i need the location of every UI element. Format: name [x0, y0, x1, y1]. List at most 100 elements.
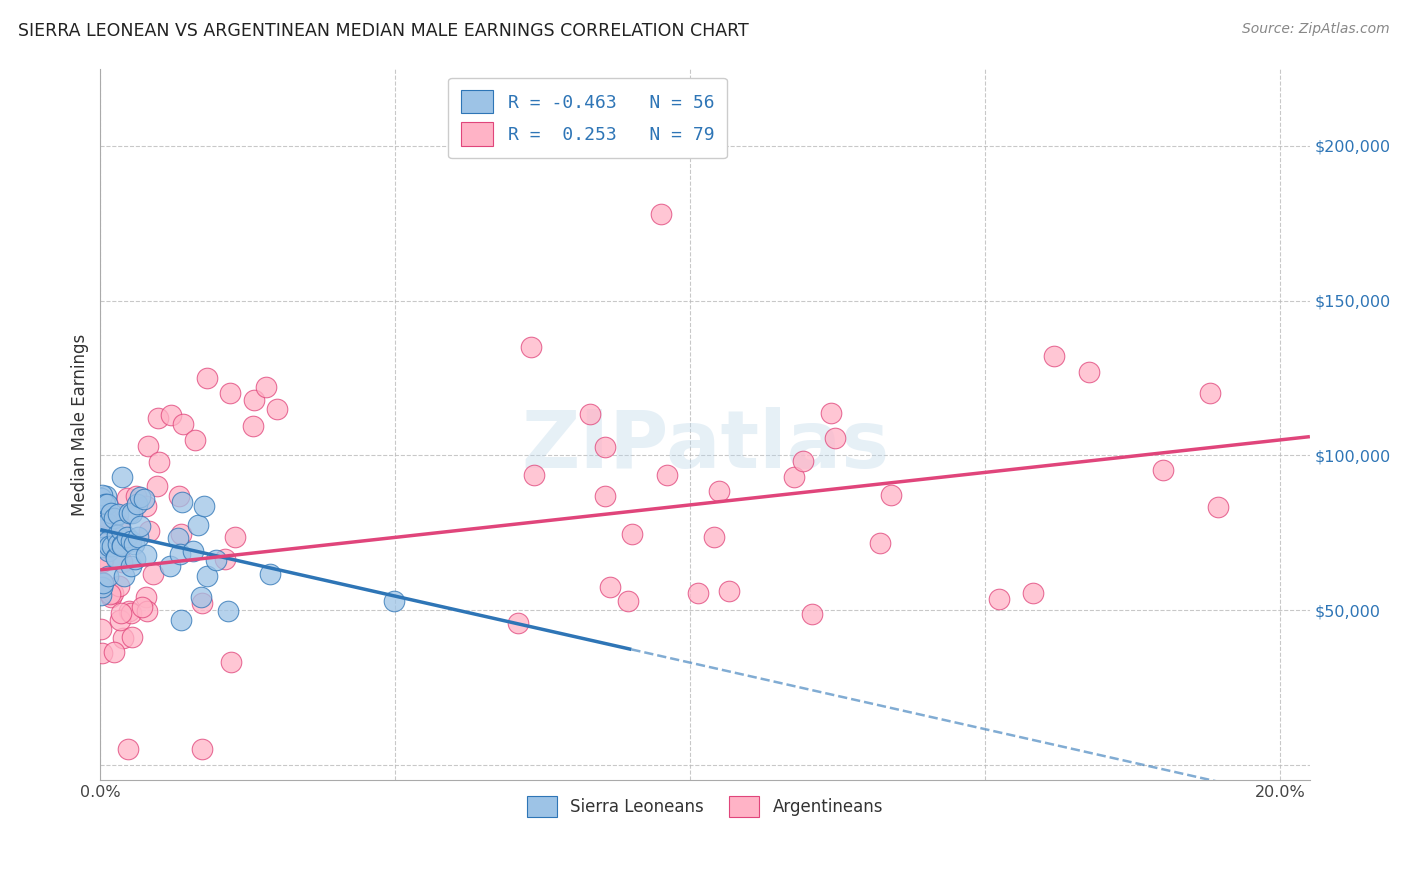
Point: [217, 604, 239, 618]
Point: [169, 547, 191, 561]
Point: [195, 569, 218, 583]
Point: [1206, 500, 1229, 514]
Point: [190, 596, 212, 610]
Point: [214, 551, 236, 566]
Point: [172, 417, 194, 432]
Point: [1198, 386, 1220, 401]
Point: [183, 544, 205, 558]
Point: [599, 580, 621, 594]
Point: [91, 576, 114, 591]
Point: [506, 615, 529, 630]
Point: [1078, 365, 1101, 379]
Point: [167, 489, 190, 503]
Point: [121, 506, 143, 520]
Point: [717, 583, 740, 598]
Point: [90, 512, 112, 526]
Point: [184, 433, 207, 447]
Point: [204, 553, 226, 567]
Point: [120, 606, 142, 620]
Point: [96, 516, 118, 530]
Point: [160, 408, 183, 422]
Point: [191, 742, 214, 756]
Point: [1043, 350, 1066, 364]
Point: [91, 575, 114, 590]
Point: [96, 497, 118, 511]
Point: [880, 488, 903, 502]
Point: [90, 520, 112, 534]
Point: [90, 623, 112, 637]
Point: [107, 508, 129, 522]
Point: [129, 491, 152, 505]
Y-axis label: Median Male Earnings: Median Male Earnings: [72, 334, 89, 516]
Point: [94, 498, 117, 512]
Point: [146, 479, 169, 493]
Point: [90, 491, 112, 505]
Point: [988, 592, 1011, 607]
Point: [187, 518, 209, 533]
Point: [259, 566, 281, 581]
Point: [266, 401, 288, 416]
Point: [108, 517, 131, 532]
Point: [125, 497, 148, 511]
Point: [108, 579, 131, 593]
Point: [112, 631, 135, 645]
Point: [100, 506, 122, 520]
Point: [703, 531, 725, 545]
Point: [128, 519, 150, 533]
Point: [170, 527, 193, 541]
Point: [104, 550, 127, 565]
Point: [709, 484, 731, 499]
Point: [115, 491, 138, 505]
Point: [103, 511, 125, 525]
Text: ZIPatlas: ZIPatlas: [522, 407, 889, 484]
Point: [91, 646, 114, 660]
Point: [1022, 586, 1045, 600]
Point: [117, 742, 139, 756]
Point: [121, 630, 143, 644]
Point: [94, 509, 117, 524]
Point: [107, 536, 129, 550]
Point: [578, 407, 600, 421]
Point: [110, 606, 132, 620]
Point: [254, 380, 277, 394]
Text: SIERRA LEONEAN VS ARGENTINEAN MEDIAN MALE EARNINGS CORRELATION CHART: SIERRA LEONEAN VS ARGENTINEAN MEDIAN MAL…: [18, 22, 749, 40]
Point: [148, 454, 170, 468]
Point: [138, 524, 160, 538]
Point: [91, 580, 114, 594]
Point: [120, 559, 142, 574]
Point: [122, 537, 145, 551]
Point: [135, 590, 157, 604]
Point: [170, 495, 193, 509]
Point: [97, 533, 120, 548]
Point: [98, 587, 121, 601]
Point: [621, 527, 644, 541]
Point: [523, 467, 546, 482]
Point: [127, 530, 149, 544]
Point: [97, 539, 120, 553]
Point: [120, 533, 142, 548]
Point: [190, 590, 212, 604]
Point: [792, 454, 814, 468]
Legend: Sierra Leoneans, Argentineans: Sierra Leoneans, Argentineans: [519, 788, 891, 825]
Point: [94, 537, 117, 551]
Point: [193, 499, 215, 513]
Point: [135, 548, 157, 562]
Point: [96, 489, 118, 503]
Point: [1152, 463, 1174, 477]
Point: [125, 489, 148, 503]
Point: [97, 543, 120, 558]
Text: Source: ZipAtlas.com: Source: ZipAtlas.com: [1241, 22, 1389, 37]
Point: [103, 585, 125, 599]
Point: [93, 540, 115, 554]
Point: [135, 500, 157, 514]
Point: [520, 340, 543, 354]
Point: [110, 524, 132, 538]
Point: [686, 586, 709, 600]
Point: [136, 439, 159, 453]
Point: [111, 556, 134, 570]
Point: [159, 559, 181, 574]
Point: [142, 567, 165, 582]
Point: [111, 539, 134, 553]
Point: [824, 431, 846, 445]
Point: [118, 506, 141, 520]
